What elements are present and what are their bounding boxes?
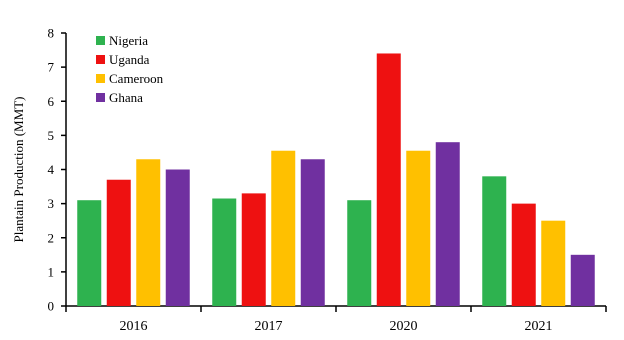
- bar-cameroon-2017: [271, 150, 296, 306]
- x-tick-label: 2016: [120, 319, 148, 334]
- bar-uganda-2020: [376, 53, 401, 306]
- y-tick-label: 5: [48, 128, 55, 143]
- y-tick-label: 4: [48, 162, 55, 177]
- bar-ghana-2016: [165, 169, 190, 306]
- x-tick-label: 2017: [255, 319, 283, 334]
- bar-nigeria-2016: [77, 200, 102, 306]
- y-axis: 0 1 2 3 4 5 6 7 8: [48, 26, 67, 314]
- bar-uganda-2021: [511, 203, 536, 306]
- legend-label-nigeria: Nigeria: [109, 33, 148, 48]
- y-axis-title: Plantain Production (MMT): [11, 97, 26, 243]
- y-tick-label: 6: [48, 94, 55, 109]
- bar-cameroon-2016: [136, 159, 161, 306]
- bars: [77, 53, 595, 306]
- legend: Nigeria Uganda Cameroon Ghana: [96, 33, 164, 105]
- x-tick-label: 2020: [390, 319, 418, 334]
- bar-uganda-2016: [106, 179, 131, 306]
- bar-nigeria-2021: [482, 176, 507, 306]
- bar-ghana-2021: [570, 254, 595, 306]
- bar-cameroon-2020: [406, 150, 431, 306]
- bar-uganda-2017: [241, 193, 266, 306]
- legend-label-cameroon: Cameroon: [109, 71, 164, 86]
- x-tick-label: 2021: [525, 319, 553, 334]
- legend-swatch-uganda: [96, 55, 105, 64]
- legend-swatch-cameroon: [96, 74, 105, 83]
- bar-nigeria-2020: [347, 200, 372, 306]
- bar-nigeria-2017: [212, 198, 237, 306]
- legend-swatch-nigeria: [96, 36, 105, 45]
- y-tick-label: 7: [48, 60, 55, 75]
- bar-ghana-2020: [435, 142, 460, 306]
- legend-swatch-ghana: [96, 93, 105, 102]
- bar-cameroon-2021: [541, 220, 566, 306]
- legend-label-uganda: Uganda: [109, 52, 150, 67]
- legend-label-ghana: Ghana: [109, 90, 143, 105]
- category-labels: 2016 2017 2020 2021: [120, 319, 553, 334]
- y-tick-label: 2: [48, 230, 55, 245]
- y-tick-label: 0: [48, 299, 55, 314]
- y-tick-label: 8: [48, 26, 55, 41]
- bar-ghana-2017: [300, 159, 325, 306]
- y-tick-label: 3: [48, 196, 55, 211]
- x-axis: [65, 305, 607, 312]
- y-tick-label: 1: [48, 264, 55, 279]
